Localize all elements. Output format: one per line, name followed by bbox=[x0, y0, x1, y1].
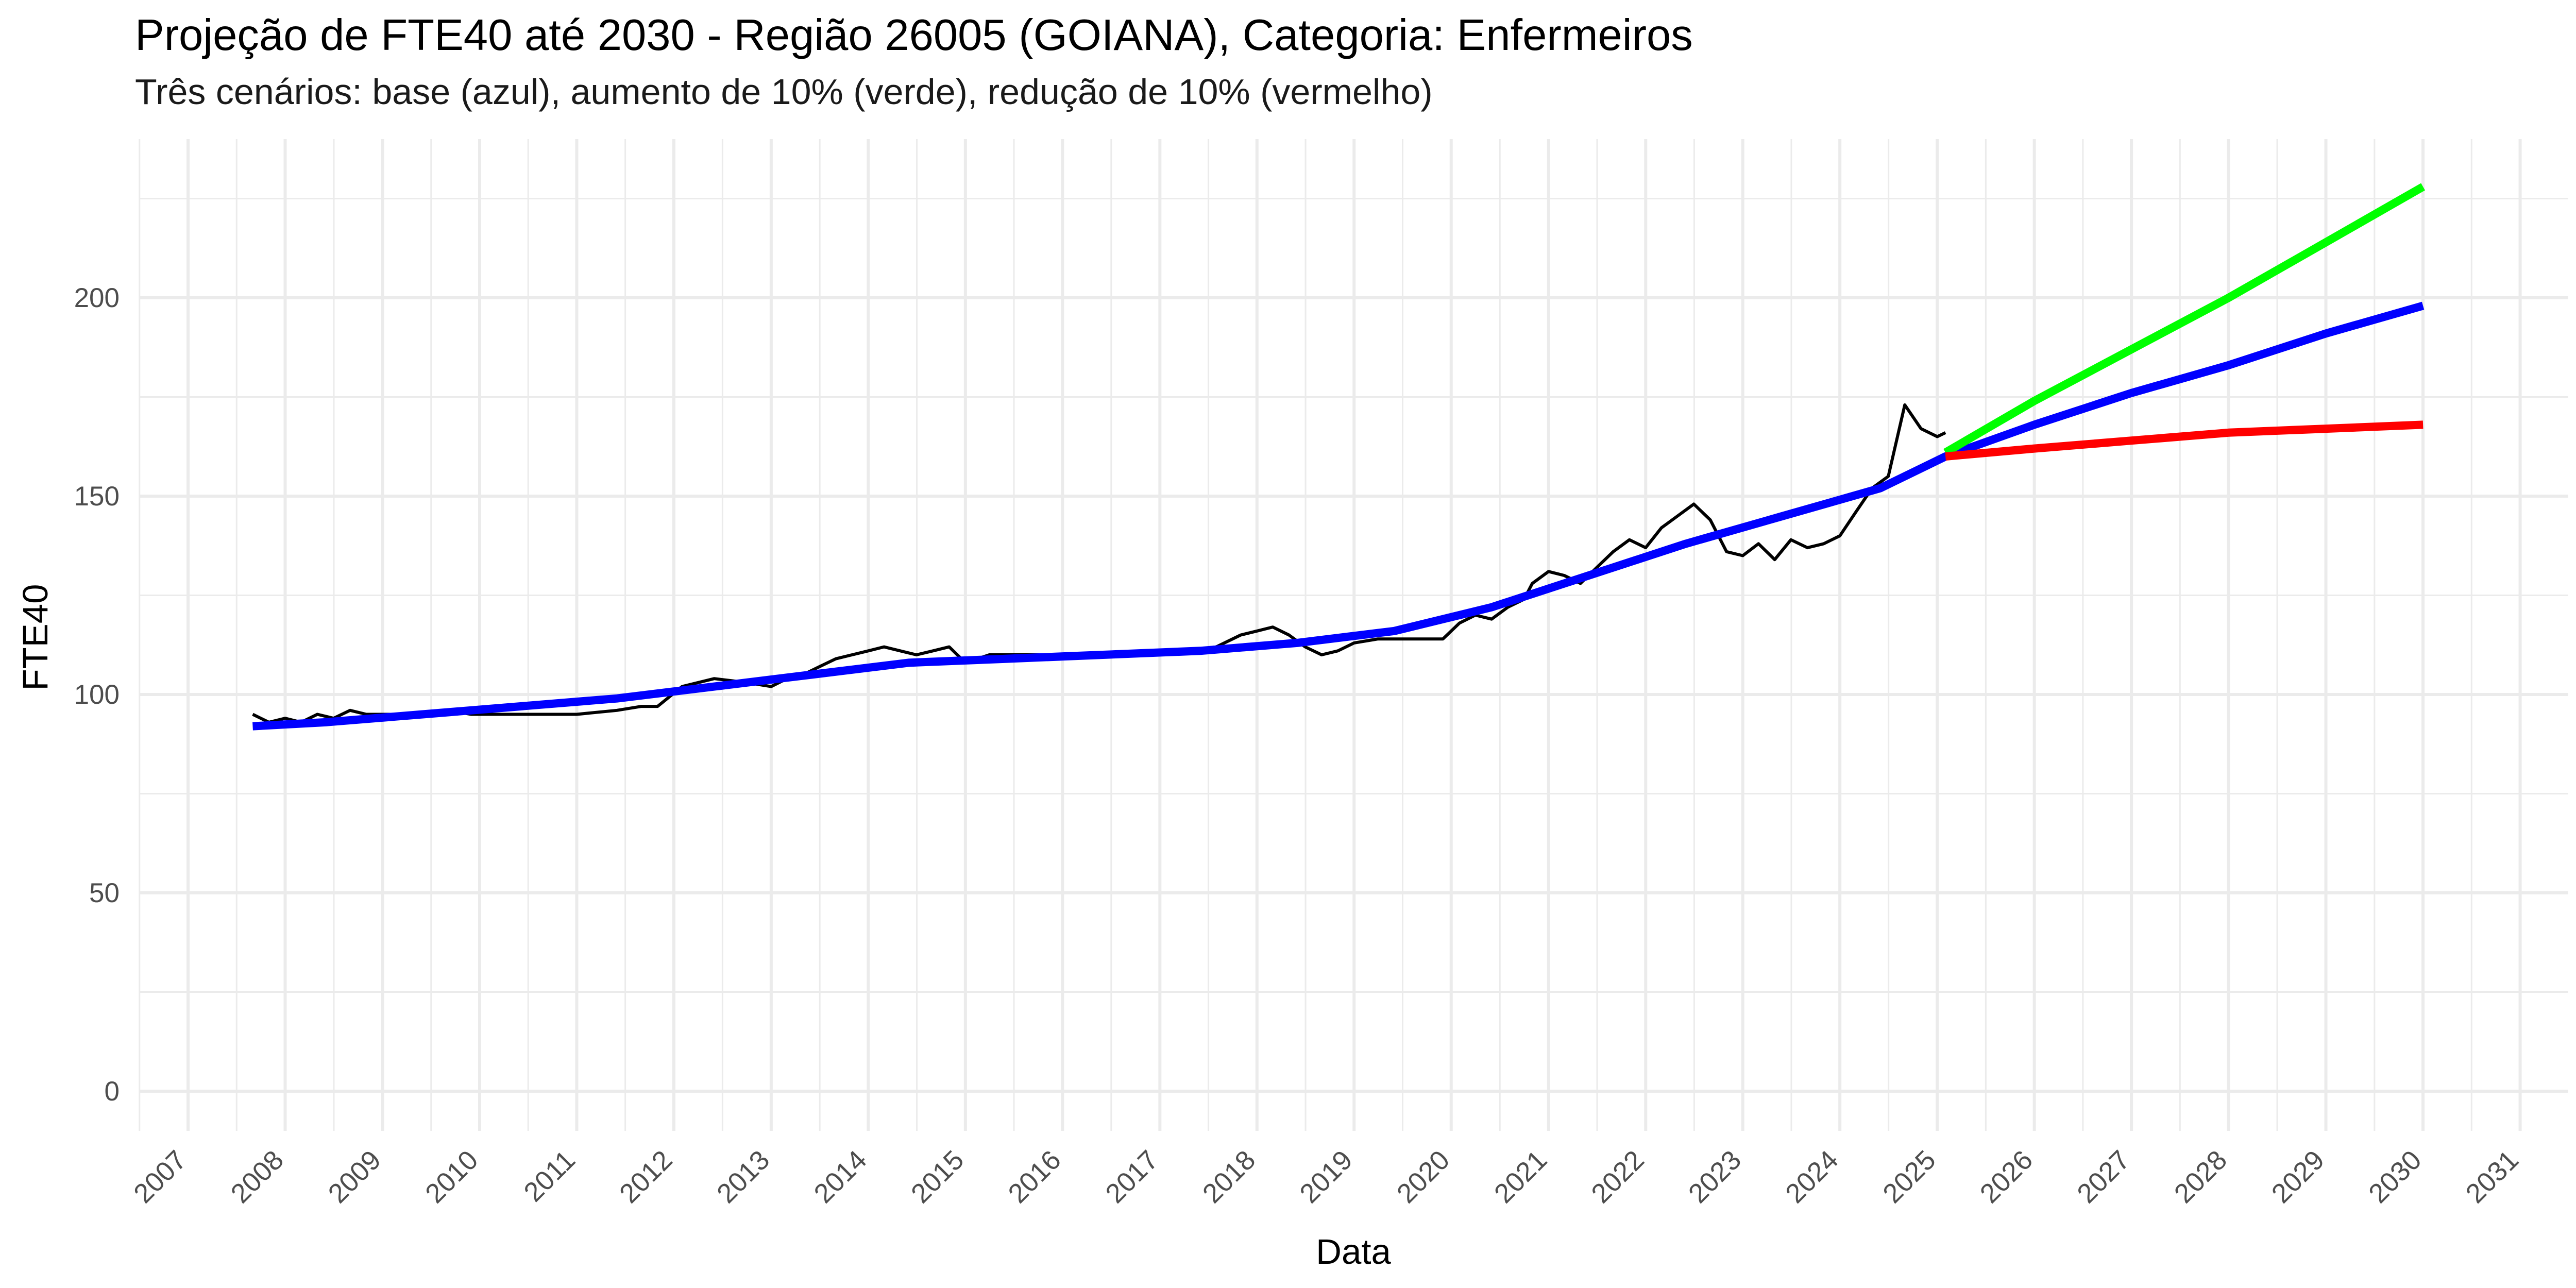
x-tick-label: 2007 bbox=[128, 1145, 192, 1209]
major-gridlines bbox=[139, 139, 2568, 1131]
x-tick-label: 2031 bbox=[2460, 1145, 2524, 1209]
y-tick-label: 150 bbox=[74, 481, 120, 512]
x-tick-label: 2024 bbox=[1780, 1145, 1844, 1209]
x-tick-label: 2025 bbox=[1877, 1145, 1942, 1209]
series-line-observed bbox=[252, 403, 1946, 724]
x-tick-label: 2014 bbox=[808, 1145, 873, 1209]
x-tick-label: 2010 bbox=[419, 1145, 484, 1209]
y-tick-label: 100 bbox=[74, 680, 120, 710]
x-tick-label: 2008 bbox=[225, 1145, 290, 1209]
x-axis-title: Data bbox=[1316, 1232, 1391, 1272]
y-tick-labels: 0 50 100 150 200 bbox=[74, 283, 120, 1107]
x-tick-label: 2022 bbox=[1586, 1145, 1650, 1209]
x-tick-label: 2016 bbox=[1003, 1145, 1067, 1209]
x-tick-label: 2009 bbox=[323, 1145, 387, 1209]
x-tick-label: 2021 bbox=[1488, 1145, 1553, 1209]
x-tick-label: 2026 bbox=[1974, 1145, 2039, 1209]
series-layer bbox=[252, 183, 2426, 731]
series-line-increase bbox=[1943, 183, 2426, 456]
x-tick-label: 2020 bbox=[1391, 1145, 1455, 1209]
y-tick-label: 0 bbox=[105, 1076, 120, 1107]
x-tick-label: 2011 bbox=[518, 1145, 581, 1208]
y-tick-label: 50 bbox=[89, 878, 120, 908]
x-tick-label: 2023 bbox=[1683, 1145, 1747, 1209]
x-tick-label: 2030 bbox=[2363, 1145, 2427, 1209]
series-line-decrease bbox=[1945, 420, 2424, 461]
x-tick-label: 2015 bbox=[905, 1145, 970, 1209]
x-tick-label: 2027 bbox=[2072, 1145, 2136, 1209]
x-tick-label: 2028 bbox=[2168, 1145, 2233, 1209]
x-tick-labels: 2007 2008 2009 2010 2011 2012 2013 2014 2015 2016… bbox=[128, 1145, 2524, 1209]
minor-gridlines bbox=[139, 139, 2568, 1131]
chart-subtitle: Três cenários: base (azul), aumento de 1… bbox=[135, 72, 1433, 112]
series-line-base bbox=[252, 301, 2425, 731]
y-axis-title: FTE40 bbox=[15, 584, 55, 690]
x-tick-label: 2018 bbox=[1197, 1145, 1261, 1209]
chart-title: Projeção de FTE40 até 2030 - Região 2600… bbox=[135, 11, 1693, 60]
x-tick-label: 2013 bbox=[711, 1145, 775, 1209]
x-tick-label: 2012 bbox=[614, 1145, 678, 1209]
x-tick-label: 2017 bbox=[1100, 1145, 1164, 1209]
y-tick-label: 200 bbox=[74, 283, 120, 313]
x-tick-label: 2019 bbox=[1294, 1145, 1359, 1209]
x-tick-label: 2029 bbox=[2266, 1145, 2330, 1209]
